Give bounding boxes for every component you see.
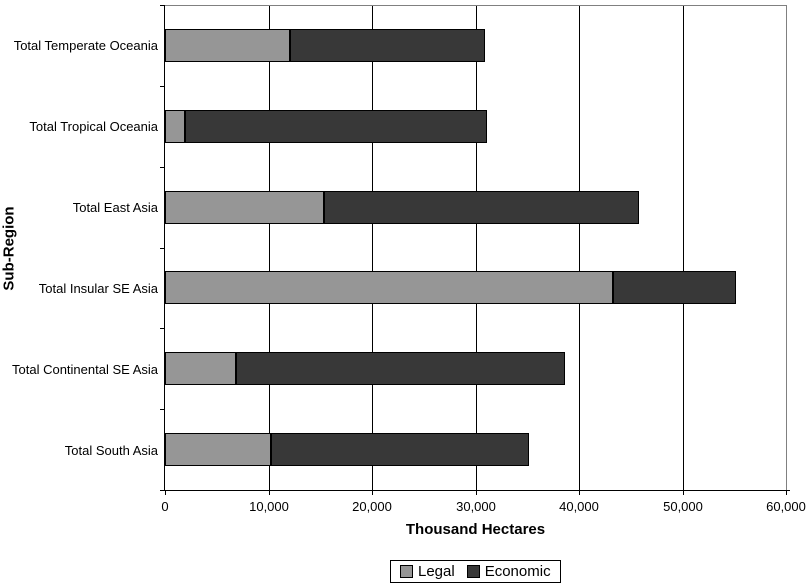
y-tick — [160, 490, 165, 491]
bar-row — [165, 433, 786, 466]
y-category-label: Total Tropical Oceania — [29, 119, 158, 134]
plot-area — [165, 5, 787, 491]
bar-segment-economic — [324, 191, 639, 224]
x-tick-label: 40,000 — [559, 499, 599, 514]
legend-item-economic: Economic — [466, 563, 551, 580]
x-axis-line — [161, 490, 790, 491]
bar-row — [165, 29, 786, 62]
legend-label-economic: Economic — [484, 563, 551, 580]
x-tick — [786, 491, 787, 495]
x-tick — [579, 491, 580, 495]
bar-segment-economic — [290, 29, 485, 62]
gridline-40000 — [579, 6, 580, 491]
y-category-label: Total Insular SE Asia — [38, 281, 158, 296]
x-tick — [372, 491, 373, 495]
bar-row — [165, 191, 786, 224]
x-tick-label: 10,000 — [249, 499, 289, 514]
gridline-20000 — [372, 6, 373, 491]
bar-segment-economic — [236, 352, 565, 385]
bar-segment-economic — [271, 433, 529, 466]
x-tick — [683, 491, 684, 495]
y-tick — [160, 248, 165, 249]
bar-segment-legal — [165, 29, 290, 62]
y-tick — [160, 167, 165, 168]
y-category-label: Total Continental SE Asia — [12, 362, 158, 377]
bar-segment-legal — [165, 433, 271, 466]
legend-swatch-legal-icon — [400, 565, 413, 578]
x-tick — [165, 491, 166, 495]
legend-swatch-economic-icon — [466, 565, 480, 578]
x-tick-label: 20,000 — [352, 499, 392, 514]
gridline-30000 — [476, 6, 477, 491]
y-axis-title: Sub-Region — [0, 206, 18, 291]
y-category-label: Total East Asia — [72, 200, 158, 215]
y-category-label: Total Temperate Oceania — [13, 38, 158, 53]
legend: Legal Economic — [390, 560, 561, 583]
bar-segment-economic — [613, 271, 736, 304]
gridline-10000 — [269, 6, 270, 491]
bar-segment-legal — [165, 110, 185, 143]
x-axis-title: Thousand Hectares — [405, 521, 546, 538]
y-tick — [160, 328, 165, 329]
x-tick-label: 0 — [161, 499, 169, 514]
x-tick-label: 30,000 — [456, 499, 496, 514]
y-tick — [160, 5, 165, 6]
y-tick — [160, 86, 165, 87]
bar-segment-legal — [165, 191, 324, 224]
y-category-label: Total South Asia — [64, 443, 158, 458]
bar-segment-legal — [165, 271, 613, 304]
bar-segment-economic — [185, 110, 487, 143]
legend-label-legal: Legal — [418, 563, 455, 580]
x-tick-label: 60,000 — [766, 499, 806, 514]
gridline-50000 — [683, 6, 684, 491]
bar-row — [165, 110, 786, 143]
x-tick — [269, 491, 270, 495]
legend-item-legal: Legal — [400, 563, 455, 580]
x-tick — [476, 491, 477, 495]
bar-segment-legal — [165, 352, 236, 385]
y-tick — [160, 409, 165, 410]
x-tick-label: 50,000 — [663, 499, 703, 514]
bar-row — [165, 352, 786, 385]
bar-row — [165, 271, 786, 304]
